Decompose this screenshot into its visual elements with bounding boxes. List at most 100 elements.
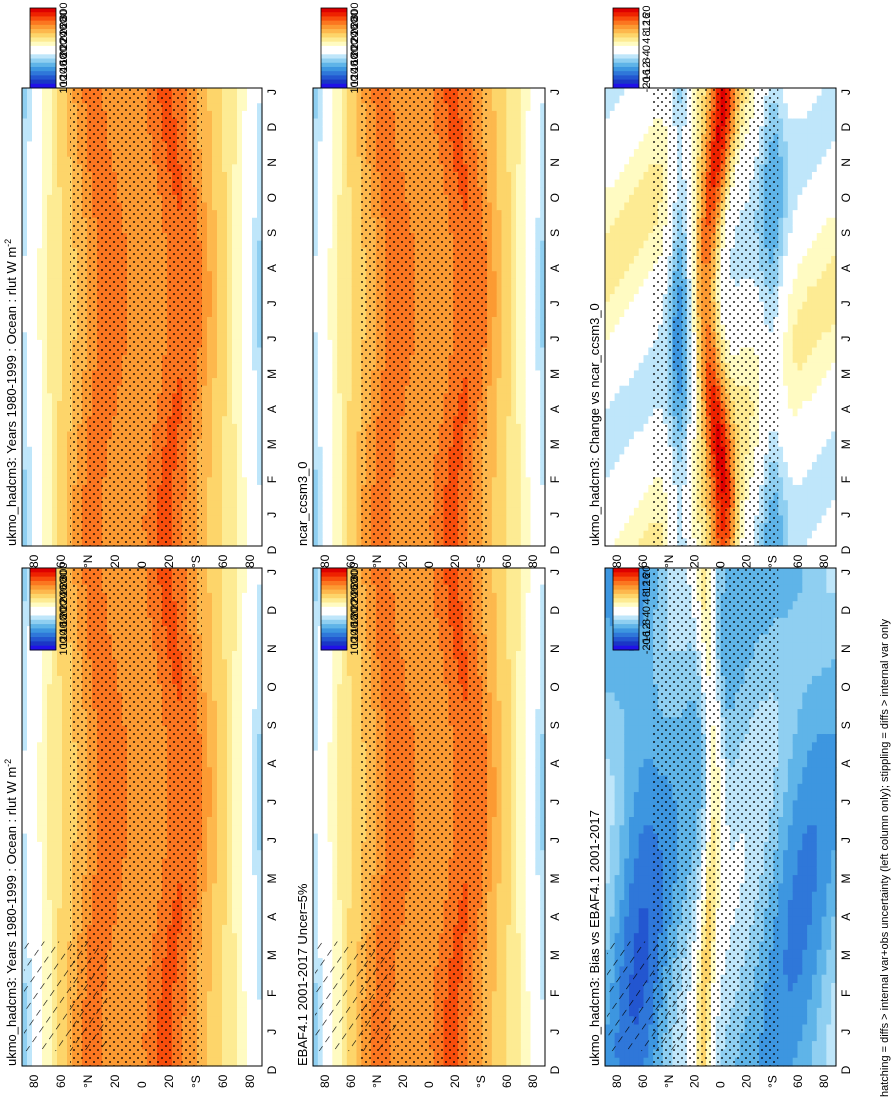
heatmap-cell (826, 1016, 832, 1026)
heatmap-cell (811, 858, 818, 868)
heatmap-cell (797, 1057, 803, 1067)
heatmap-cell (609, 808, 616, 818)
heatmap-cell (816, 584, 823, 594)
heatmap-cell (816, 966, 823, 976)
heatmap-cell (609, 684, 616, 694)
heatmap-cell (52, 725, 58, 735)
heatmap-cell (648, 750, 654, 760)
heatmap-cell (826, 601, 832, 611)
heatmap-cell (605, 924, 611, 934)
heatmap-cell (821, 750, 827, 760)
heatmap-cell (643, 725, 649, 735)
heatmap-cell (37, 800, 43, 810)
heatmap-cell (826, 875, 832, 884)
colorbar-segment (613, 598, 639, 604)
heatmap-cell (67, 675, 73, 685)
heatmap-cell (638, 808, 645, 818)
heatmap-cell (57, 601, 63, 611)
heatmap-cell (778, 792, 784, 801)
heatmap-cell (67, 900, 73, 909)
heatmap-cell (787, 825, 794, 835)
panel-model-left: 80 60 °N 20 0 20 °S 60 80DJFMAMJJASONDJukmo_hadc… (3, 563, 279, 1088)
heatmap-cell (811, 609, 818, 619)
heatmap-cell (816, 908, 823, 918)
heatmap-cell (648, 825, 654, 835)
lat-tick-label: 80 (610, 1074, 624, 1088)
heatmap-cell (57, 642, 63, 652)
heatmap-cell (633, 891, 640, 901)
heatmap-cell (778, 1057, 784, 1067)
heatmap-cell (826, 659, 832, 669)
heatmap-cell (22, 775, 28, 785)
heatmap-cell (67, 833, 73, 843)
heatmap-cell (787, 767, 794, 777)
heatmap-cell (609, 916, 616, 926)
heatmap-cell (57, 817, 63, 826)
heatmap-cell (605, 883, 611, 893)
heatmap-cell (816, 825, 823, 835)
heatmap-cell (783, 750, 789, 760)
heatmap-cell (609, 667, 616, 677)
heatmap-cell (816, 642, 823, 652)
heatmap-cell (614, 891, 621, 901)
heatmap-cell (614, 1057, 621, 1067)
heatmap-cell (826, 800, 832, 810)
heatmap-cell (629, 841, 635, 851)
heatmap-cell (67, 634, 73, 644)
heatmap-cell (792, 1032, 799, 1042)
heatmap-cell (605, 866, 611, 876)
heatmap-cell (811, 833, 818, 843)
heatmap-cell (605, 617, 611, 627)
heatmap-cell (811, 675, 818, 685)
heatmap-cell (27, 1049, 33, 1059)
heatmap-cell (52, 817, 58, 826)
heatmap-cell (638, 667, 645, 677)
heatmap-cell (47, 783, 53, 793)
heatmap-cell (619, 908, 625, 918)
heatmap-cell (638, 642, 645, 652)
heatmap-cell (643, 792, 649, 801)
heatmap-cell (811, 958, 818, 967)
heatmap-cell (42, 717, 48, 727)
heatmap-cell (638, 717, 645, 727)
heatmap-cell (32, 833, 38, 843)
heatmap-cell (42, 700, 48, 710)
heatmap-cell (811, 908, 818, 918)
heatmap-cell (807, 850, 813, 860)
heatmap-cell (797, 684, 803, 694)
heatmap-cell (37, 1057, 43, 1067)
heatmap-cell (643, 800, 649, 810)
heatmap-cell (27, 825, 33, 835)
heatmap-cell (32, 700, 38, 710)
heatmap-cell (605, 758, 611, 768)
heatmap-cell (67, 609, 73, 619)
heatmap-cell (22, 758, 28, 768)
heatmap-cell (32, 916, 38, 926)
heatmap-cell (783, 900, 789, 909)
heatmap-cell (821, 626, 827, 635)
heatmap-cell (47, 833, 53, 843)
heatmap-cell (787, 675, 794, 685)
heatmap-cell (42, 775, 48, 785)
heatmap-cell (807, 626, 813, 635)
heatmap-cell (816, 883, 823, 893)
heatmap-cell (609, 841, 616, 851)
heatmap-cell (831, 626, 837, 635)
heatmap-cell (831, 833, 837, 843)
heatmap-cell (816, 667, 823, 677)
heatmap-cell (792, 576, 799, 586)
heatmap-cell (783, 626, 789, 635)
heatmap-cell (797, 850, 803, 860)
heatmap-cell (792, 626, 799, 635)
heatmap-cell (22, 725, 28, 735)
heatmap-cell (802, 958, 808, 967)
heatmap-cell (821, 891, 827, 901)
heatmap-cell (816, 634, 823, 644)
heatmap-cell (629, 858, 635, 868)
heatmap-cell (807, 750, 813, 760)
heatmap-cell (614, 841, 621, 851)
heatmap-cell (792, 717, 799, 727)
heatmap-cell (802, 692, 808, 702)
heatmap-cell (37, 709, 43, 718)
